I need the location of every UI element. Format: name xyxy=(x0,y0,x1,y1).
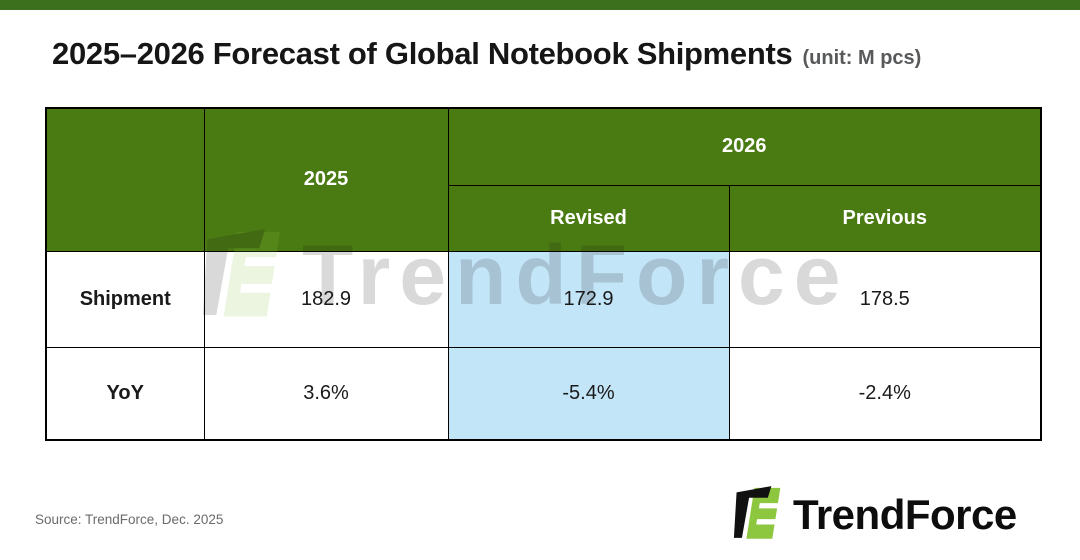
cell-shipment-2025: 182.9 xyxy=(203,250,449,348)
source-note: Source: TrendForce, Dec. 2025 xyxy=(35,512,224,527)
cell-yoy-2026-revised: -5.4% xyxy=(447,346,730,441)
page-title: 2025–2026 Forecast of Global Notebook Sh… xyxy=(52,36,793,71)
header-cell-previous: Previous xyxy=(728,184,1042,252)
forecast-table: 2025 2026 Revised Previous Shipment 182.… xyxy=(45,107,1042,441)
table-header-row-years: 2025 2026 xyxy=(45,107,1042,252)
trendforce-logo-icon xyxy=(733,484,783,545)
unit-label: (unit: M pcs) xyxy=(802,47,922,69)
corner-header-cell xyxy=(45,107,205,252)
cell-shipment-2026-revised: 172.9 xyxy=(447,250,730,348)
trendforce-logo: TrendForce xyxy=(733,484,1017,545)
cell-yoy-2025: 3.6% xyxy=(203,346,449,441)
table-header-row-subcolumns: Revised Previous xyxy=(46,184,1042,252)
row-label-shipment: Shipment xyxy=(45,250,205,348)
table-row-yoy: YoY 3.6% -5.4% -2.4% xyxy=(45,346,1042,441)
cell-shipment-2026-previous: 178.5 xyxy=(728,250,1042,348)
cell-yoy-2026-previous: -2.4% xyxy=(728,346,1042,441)
header-cell-2025: 2025 xyxy=(203,107,449,252)
table-row-shipment: Shipment 182.9 172.9 178.5 xyxy=(45,250,1042,348)
header-cell-2026: 2026 xyxy=(447,107,1042,186)
trendforce-logo-text: TrendForce xyxy=(793,490,1017,538)
top-accent-bar xyxy=(0,0,1080,10)
row-label-yoy: YoY xyxy=(45,346,205,441)
header-cell-revised: Revised xyxy=(447,184,730,252)
title-row: 2025–2026 Forecast of Global Notebook Sh… xyxy=(52,36,921,72)
